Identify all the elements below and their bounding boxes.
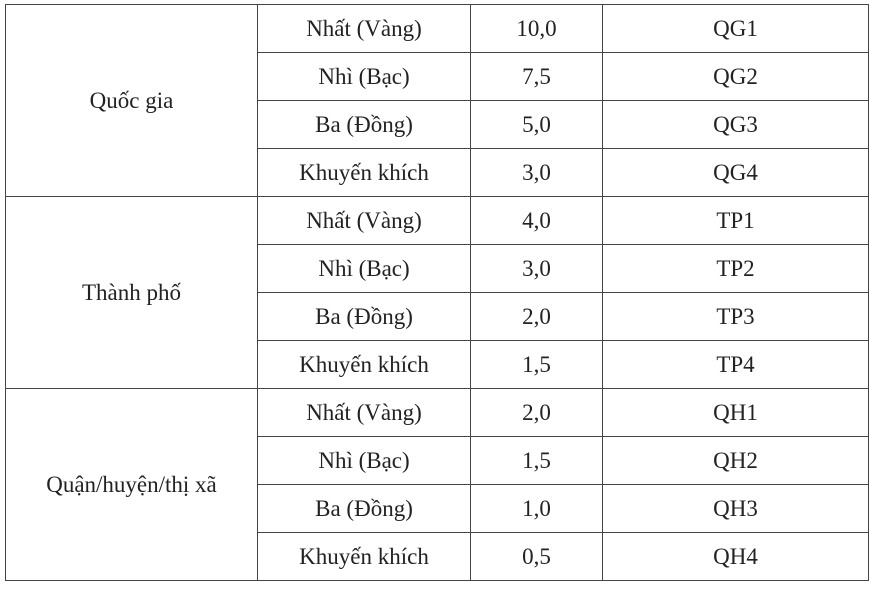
table-row: Khuyến khích 0,5 QH4 xyxy=(6,532,869,581)
code-cell: QG1 xyxy=(602,4,869,53)
prize-cell: Nhất (Vàng) xyxy=(257,4,471,53)
prize-cell: Nhất (Vàng) xyxy=(257,388,471,437)
table-row: Ba (Đồng) 1,0 QH3 xyxy=(6,484,869,533)
prize-cell: Ba (Đồng) xyxy=(257,484,471,533)
score-cell: 10,0 xyxy=(470,4,603,53)
score-cell: 0,5 xyxy=(470,532,603,581)
table-row: Quận/huyện/thị xã Nhất (Vàng) 2,0 QH1 xyxy=(5,388,869,581)
prize-cell: Khuyến khích xyxy=(257,340,471,389)
prize-cell: Nhất (Vàng) xyxy=(257,196,471,245)
code-cell: QH3 xyxy=(602,484,869,533)
table-row: Thành phố Nhất (Vàng) 4,0 TP1 xyxy=(5,196,869,389)
prize-cell: Nhì (Bạc) xyxy=(257,244,471,293)
score-cell: 7,5 xyxy=(470,52,603,101)
table-row: Ba (Đồng) 2,0 TP3 xyxy=(6,292,869,341)
code-cell: TP2 xyxy=(602,244,869,293)
prize-cell: Ba (Đồng) xyxy=(257,292,471,341)
score-cell: 2,0 xyxy=(470,292,603,341)
table-row: Nhì (Bạc) 1,5 QH2 xyxy=(6,436,869,485)
score-cell: 1,0 xyxy=(470,484,603,533)
prize-cell: Khuyến khích xyxy=(257,532,471,581)
level-cell: Quốc gia xyxy=(5,4,258,197)
table-row: Khuyến khích 1,5 TP4 xyxy=(6,340,869,389)
score-cell: 1,5 xyxy=(470,436,603,485)
table-row: Nhì (Bạc) 7,5 QG2 xyxy=(6,52,869,101)
score-cell: 3,0 xyxy=(470,148,603,197)
prize-cell: Khuyến khích xyxy=(257,148,471,197)
score-cell: 3,0 xyxy=(470,244,603,293)
score-cell: 4,0 xyxy=(470,196,603,245)
prize-cell: Nhì (Bạc) xyxy=(257,436,471,485)
code-cell: QH4 xyxy=(602,532,869,581)
table-row: Nhì (Bạc) 3,0 TP2 xyxy=(6,244,869,293)
code-cell: QH1 xyxy=(602,388,869,437)
code-cell: QH2 xyxy=(602,436,869,485)
prize-cell: Ba (Đồng) xyxy=(257,100,471,149)
code-cell: QG3 xyxy=(602,100,869,149)
award-score-table: Quốc gia Nhất (Vàng) 10,0 QG1 Nhì (Bạc) 7,5 QG… xyxy=(5,4,869,581)
score-cell: 1,5 xyxy=(470,340,603,389)
code-cell: QG4 xyxy=(602,148,869,197)
code-cell: TP4 xyxy=(602,340,869,389)
code-cell: TP3 xyxy=(602,292,869,341)
score-cell: 2,0 xyxy=(470,388,603,437)
level-cell: Quận/huyện/thị xã xyxy=(5,388,258,581)
score-cell: 5,0 xyxy=(470,100,603,149)
code-cell: TP1 xyxy=(602,196,869,245)
prize-cell: Nhì (Bạc) xyxy=(257,52,471,101)
table-row: Quốc gia Nhất (Vàng) 10,0 QG1 xyxy=(5,4,869,197)
level-cell: Thành phố xyxy=(5,196,258,389)
code-cell: QG2 xyxy=(602,52,869,101)
